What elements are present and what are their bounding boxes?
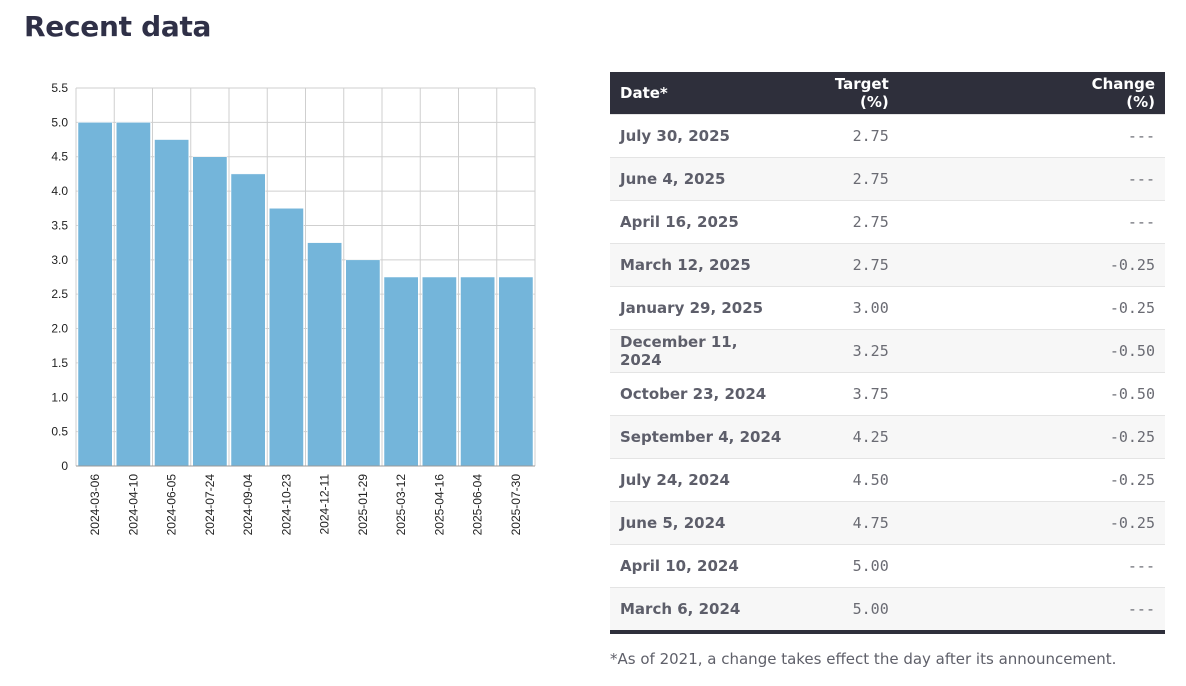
x-tick-label: 2024-06-05 — [165, 474, 179, 536]
cell-date: June 5, 2024 — [610, 501, 793, 545]
cell-target: 4.50 — [792, 458, 1049, 502]
table-row: March 12, 2025 2.75 -0.25 — [610, 243, 1165, 287]
cell-target: 3.00 — [792, 286, 1049, 330]
table-row: April 10, 2024 5.00 --- — [610, 544, 1165, 588]
bar — [116, 122, 151, 467]
cell-target: 4.75 — [792, 501, 1049, 545]
x-tick-label: 2024-04-10 — [126, 474, 140, 536]
bar — [77, 122, 113, 467]
y-tick-label: 3.0 — [51, 253, 68, 267]
cell-change: -0.50 — [1048, 372, 1165, 416]
table-row: July 24, 2024 4.50 -0.25 — [610, 458, 1165, 502]
table-row: December 11, 2024 3.25 -0.50 — [610, 329, 1165, 373]
y-tick-label: 4.0 — [51, 184, 68, 198]
table-row: January 29, 2025 3.00 -0.25 — [610, 286, 1165, 330]
table-row: September 4, 2024 4.25 -0.25 — [610, 415, 1165, 459]
bar — [460, 276, 495, 467]
y-tick-label: 3.5 — [51, 218, 68, 232]
bar — [230, 173, 266, 467]
table-row: March 6, 2024 5.00 --- — [610, 587, 1165, 634]
cell-date: December 11, 2024 — [610, 329, 793, 373]
cell-date: January 29, 2025 — [610, 286, 793, 330]
cell-target: 3.75 — [792, 372, 1049, 416]
bar — [269, 208, 304, 467]
cell-target: 4.25 — [792, 415, 1049, 459]
cell-target: 3.25 — [792, 329, 1049, 373]
y-tick-label: 0 — [61, 459, 68, 473]
cell-target: 5.00 — [792, 587, 1049, 634]
cell-date: March 6, 2024 — [610, 587, 793, 634]
cell-change: --- — [1048, 587, 1165, 634]
bar — [422, 276, 457, 467]
cell-date: July 24, 2024 — [610, 458, 793, 502]
table-header-row: Date* Target (%) Change (%) — [610, 72, 1165, 115]
cell-date: July 30, 2025 — [610, 114, 793, 158]
page-title: Recent data — [24, 10, 212, 43]
cell-date: June 4, 2025 — [610, 157, 793, 201]
table-row: June 4, 2025 2.75 --- — [610, 157, 1165, 201]
x-tick-label: 2025-06-04 — [471, 474, 485, 536]
bar — [154, 139, 189, 467]
cell-change: --- — [1048, 544, 1165, 588]
y-tick-label: 0.5 — [51, 425, 68, 439]
bar — [192, 156, 228, 467]
cell-change: --- — [1048, 114, 1165, 158]
table-row: July 30, 2025 2.75 --- — [610, 114, 1165, 158]
header-target: Target (%) — [834, 75, 889, 111]
x-tick-label: 2024-10-23 — [279, 474, 293, 536]
cell-date: October 23, 2024 — [610, 372, 793, 416]
bar — [345, 259, 381, 467]
y-tick-label: 2.0 — [51, 322, 68, 336]
cell-date: April 10, 2024 — [610, 544, 793, 588]
cell-date: March 12, 2025 — [610, 243, 793, 287]
bar-chart: 0 0.5 1.0 1.5 2.0 2.5 3.0 3.5 4.0 4.5 5.0 5.5 2024-0… — [51, 81, 536, 536]
cell-target: 2.75 — [792, 114, 1049, 158]
cell-change: -0.25 — [1048, 243, 1165, 287]
cell-target: 5.00 — [792, 544, 1049, 588]
x-tick-label: 2024-12-11 — [318, 474, 332, 535]
y-tick-label: 2.5 — [51, 287, 68, 301]
cell-change: --- — [1048, 157, 1165, 201]
table-row: June 5, 2024 4.75 -0.25 — [610, 501, 1165, 545]
cell-change: -0.25 — [1048, 458, 1165, 502]
bar — [307, 242, 342, 467]
x-tick-label: 2025-01-29 — [356, 474, 370, 536]
y-tick-label: 1.0 — [51, 390, 68, 404]
rate-table: Date* Target (%) Change (%) July 30, 202… — [610, 72, 1165, 634]
cell-target: 2.75 — [792, 200, 1049, 244]
x-tick-label: 2024-09-04 — [241, 474, 255, 536]
cell-date: April 16, 2025 — [610, 200, 793, 244]
header-change: Change (%) — [1091, 75, 1155, 111]
cell-change: -0.25 — [1048, 415, 1165, 459]
x-tick-label: 2024-07-24 — [203, 474, 217, 536]
footnote: *As of 2021, a change takes effect the d… — [610, 650, 1117, 668]
cell-change: -0.25 — [1048, 501, 1165, 545]
bar — [498, 276, 534, 467]
table-row: April 16, 2025 2.75 --- — [610, 200, 1165, 244]
cell-target: 2.75 — [792, 157, 1049, 201]
bar — [383, 276, 419, 467]
cell-target: 2.75 — [792, 243, 1049, 287]
x-tick-label: 2025-03-12 — [394, 474, 408, 536]
header-date: Date* — [620, 84, 668, 102]
y-tick-label: 4.5 — [51, 150, 68, 164]
y-tick-label: 5.5 — [51, 81, 68, 95]
cell-change: -0.50 — [1048, 329, 1165, 373]
table-row: October 23, 2024 3.75 -0.50 — [610, 372, 1165, 416]
x-tick-label: 2025-07-30 — [509, 474, 523, 536]
x-tick-label: 2024-03-06 — [88, 474, 102, 536]
cell-change: --- — [1048, 200, 1165, 244]
cell-date: September 4, 2024 — [610, 415, 793, 459]
y-tick-label: 5.0 — [51, 115, 68, 129]
cell-change: -0.25 — [1048, 286, 1165, 330]
y-tick-label: 1.5 — [51, 356, 68, 370]
x-tick-label: 2025-04-16 — [432, 474, 446, 536]
